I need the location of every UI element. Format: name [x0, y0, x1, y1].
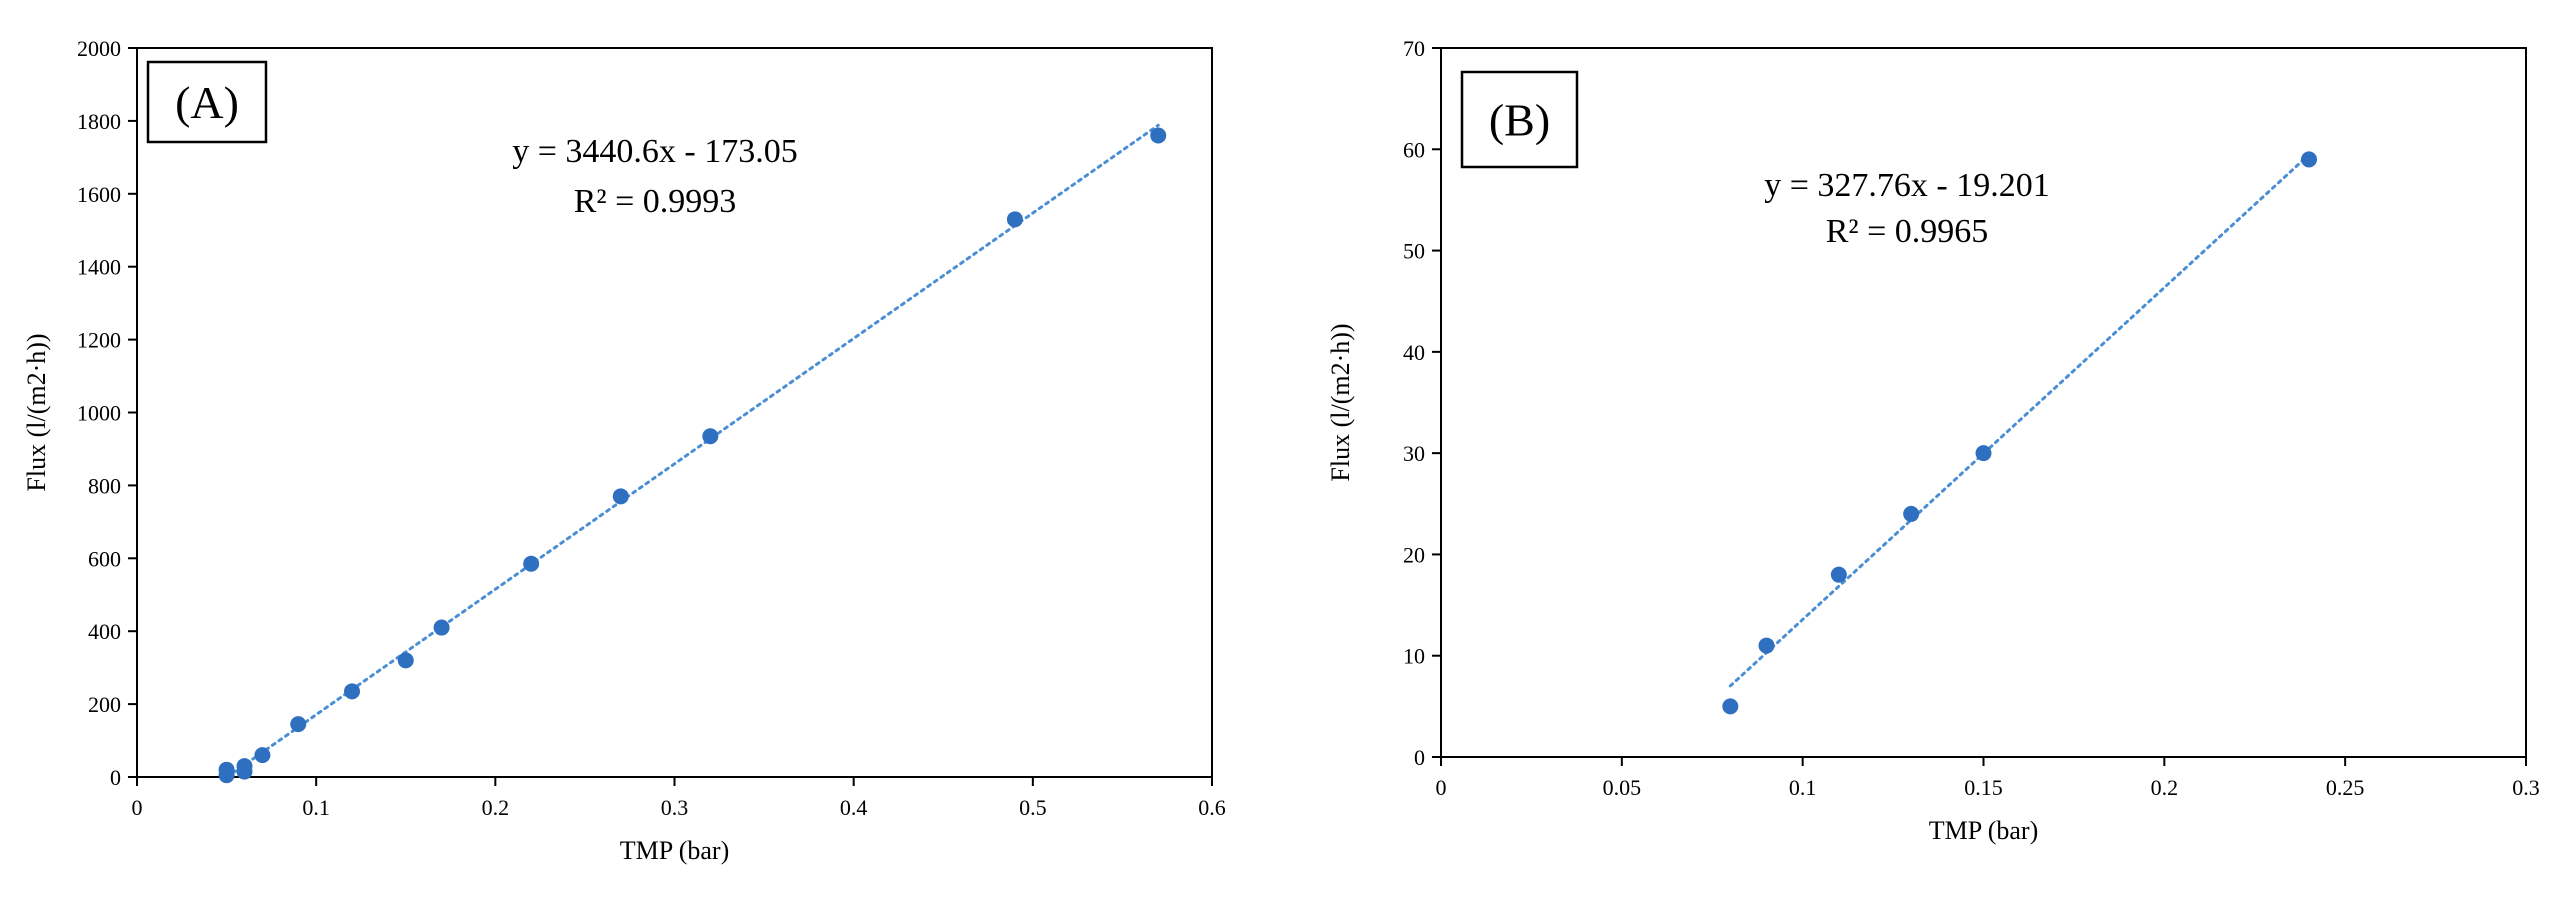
y-tick-label: 2000	[77, 36, 121, 61]
y-tick-label: 1400	[77, 255, 121, 280]
y-tick-label: 30	[1403, 441, 1425, 466]
panel-label: (A)	[175, 77, 239, 128]
y-tick-label: 60	[1403, 137, 1425, 162]
r-squared-label: R² = 0.9965	[1826, 213, 1989, 250]
x-tick-label: 0.4	[840, 795, 868, 820]
y-tick-label: 400	[88, 619, 121, 644]
x-axis-title: TMP (bar)	[1929, 816, 2039, 845]
data-point	[433, 619, 450, 636]
x-tick-label: 0	[132, 795, 143, 820]
data-point	[254, 747, 271, 764]
y-axis-title: Flux (l/(m2·h))	[1326, 323, 1355, 481]
r-squared-label: R² = 0.9993	[574, 183, 737, 220]
x-tick-label: 0.2	[2151, 775, 2179, 800]
data-point	[344, 683, 360, 700]
x-tick-label: 0.5	[1019, 795, 1047, 820]
regression-equation: y = 327.76x - 19.201	[1764, 167, 2050, 204]
y-tick-label: 1200	[77, 328, 121, 353]
y-tick-label: 20	[1403, 542, 1425, 567]
panel-label: (B)	[1489, 95, 1550, 146]
trendline	[1728, 153, 2311, 688]
y-tick-label: 600	[88, 546, 121, 571]
x-tick-label: 0.6	[1198, 795, 1226, 820]
data-point	[236, 758, 253, 775]
x-tick-label: 0.3	[661, 795, 689, 820]
data-point	[702, 428, 719, 445]
data-point	[612, 488, 629, 505]
y-tick-label: 1800	[77, 109, 121, 134]
y-tick-label: 0	[110, 765, 121, 790]
x-axis-title: TMP (bar)	[620, 836, 730, 865]
x-tick-label: 0.2	[482, 795, 510, 820]
data-point	[1975, 445, 1992, 462]
plot-frame-b	[1440, 47, 2527, 758]
y-tick-label: 50	[1403, 239, 1425, 264]
y-tick-label: 200	[88, 692, 121, 717]
x-tick-label: 0.1	[302, 795, 330, 820]
x-tick-label: 0.3	[2512, 775, 2540, 800]
y-tick-label: 40	[1403, 340, 1425, 365]
y-tick-label: 800	[88, 473, 121, 498]
data-point	[290, 716, 307, 733]
y-tick-label: 10	[1403, 644, 1425, 669]
data-point	[1006, 211, 1023, 228]
data-point	[523, 555, 540, 572]
data-point	[1830, 566, 1847, 583]
chart-panel-a: 0 200 400 600 800 1000 1200 1400 1600 1800 2000 0 0.…	[0, 0, 1281, 902]
y-tick-label: 1000	[77, 401, 121, 426]
data-point	[1758, 637, 1775, 654]
y-axis-title: Flux (l/(m2·h))	[22, 333, 51, 491]
panel-label-box	[1460, 70, 1579, 169]
y-tick-label: 70	[1403, 36, 1425, 61]
chart-panel-b: 0 10 20 30 40 50 60 70 0 0.05 0.1 0.15 0.2 0.25 0.3 TMP…	[1282, 0, 2563, 902]
x-tick-label: 0.05	[1603, 775, 1642, 800]
data-point	[397, 652, 414, 669]
regression-equation: y = 3440.6x - 173.05	[512, 133, 798, 170]
data-point	[1722, 698, 1739, 715]
x-tick-label: 0.25	[2326, 775, 2365, 800]
y-tick-label: 0	[1414, 745, 1425, 770]
chart-a-svg: 0 200 400 600 800 1000 1200 1400 1600 1800 2000 0 0.…	[22, 36, 1226, 865]
data-point	[218, 761, 235, 778]
trendline	[225, 123, 1160, 779]
data-point	[2301, 151, 2317, 168]
x-tick-label: 0.15	[1964, 775, 2003, 800]
x-tick-label: 0	[1436, 775, 1447, 800]
panel-label-box	[146, 60, 268, 144]
x-tick-label: 0.1	[1789, 775, 1817, 800]
chart-b-svg: 0 10 20 30 40 50 60 70 0 0.05 0.1 0.15 0.2 0.25 0.3 TMP…	[1326, 36, 2540, 845]
data-point	[1903, 505, 1920, 522]
y-tick-label: 1600	[77, 182, 121, 207]
data-point	[1150, 127, 1167, 144]
